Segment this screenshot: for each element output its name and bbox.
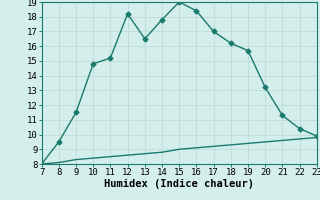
X-axis label: Humidex (Indice chaleur): Humidex (Indice chaleur) xyxy=(104,179,254,189)
